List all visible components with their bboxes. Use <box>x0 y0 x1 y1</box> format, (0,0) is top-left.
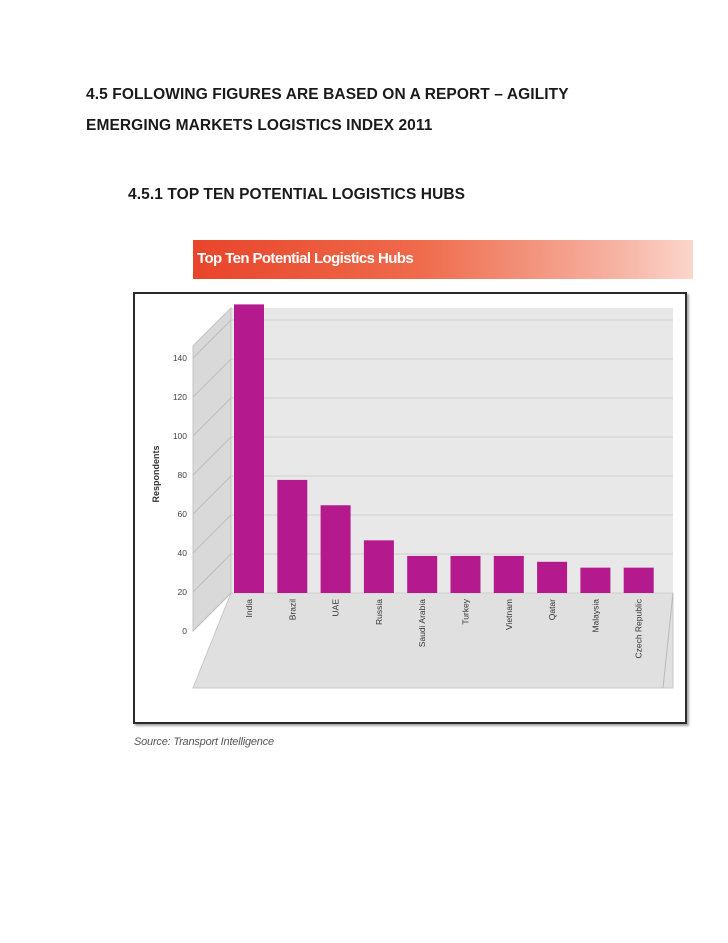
gridline-side <box>192 319 232 359</box>
x-tick-label: UAE <box>331 599 341 617</box>
x-tick-label: Malaysia <box>590 599 600 633</box>
section-heading-line-2: EMERGING MARKETS LOGISTICS INDEX 2011 <box>86 117 433 134</box>
chart-source-note: Source: Transport Intelligence <box>134 736 274 748</box>
x-tick-label: Czech Republic <box>634 598 644 658</box>
y-tick-label: 0 <box>182 626 187 636</box>
subsection-heading: 4.5.1 TOP TEN POTENTIAL LOGISTICS HUBS <box>128 186 466 203</box>
y-tick-label: 140 <box>173 353 187 363</box>
bar <box>580 567 611 593</box>
x-tick-label: Brazil <box>287 599 297 620</box>
y-tick-label: 120 <box>173 392 187 402</box>
chart-title-banner: Top Ten Potential Logistics Hubs <box>193 240 693 279</box>
bar <box>493 555 524 593</box>
gridline-side <box>192 553 232 593</box>
x-tick-label: Qatar <box>547 599 557 620</box>
gridline-side <box>192 514 232 554</box>
y-tick-label: 40 <box>178 548 188 558</box>
bar <box>450 555 481 593</box>
y-tick-label: 80 <box>178 470 188 480</box>
y-tick-label: 100 <box>173 431 187 441</box>
bar <box>277 479 308 593</box>
bar <box>320 505 351 593</box>
x-tick-label: Saudi Arabia <box>417 599 427 647</box>
gridline-side <box>192 436 232 476</box>
bar <box>537 561 568 593</box>
x-tick-label: Turkey <box>461 598 471 624</box>
plot-floor <box>192 592 674 689</box>
y-axis-label: Respondents <box>151 445 161 502</box>
bar <box>234 304 264 593</box>
bar-chart: 0 20 40 60 80 100 120 140 India Brazil UAE Russia S… <box>151 304 674 689</box>
bar <box>363 540 394 593</box>
x-tick-label: Russia <box>374 599 384 625</box>
x-tick-label: Vietnam <box>504 599 514 630</box>
x-tick-label: India <box>244 599 254 618</box>
y-tick-label: 60 <box>178 509 188 519</box>
bar <box>407 555 438 593</box>
section-heading-line-1: 4.5 FOLLOWING FIGURES ARE BASED ON A REP… <box>86 86 569 103</box>
chart-frame: 0 20 40 60 80 100 120 140 India Brazil UAE Russia S… <box>133 292 687 724</box>
gridline-side <box>192 592 232 632</box>
bar <box>623 567 654 593</box>
floor-edge <box>662 592 674 689</box>
gridline-side <box>192 397 232 437</box>
chart-title: Top Ten Potential Logistics Hubs <box>197 250 414 267</box>
y-tick-label: 20 <box>178 587 188 597</box>
gridline-side <box>192 358 232 398</box>
gridline-side <box>192 475 232 515</box>
